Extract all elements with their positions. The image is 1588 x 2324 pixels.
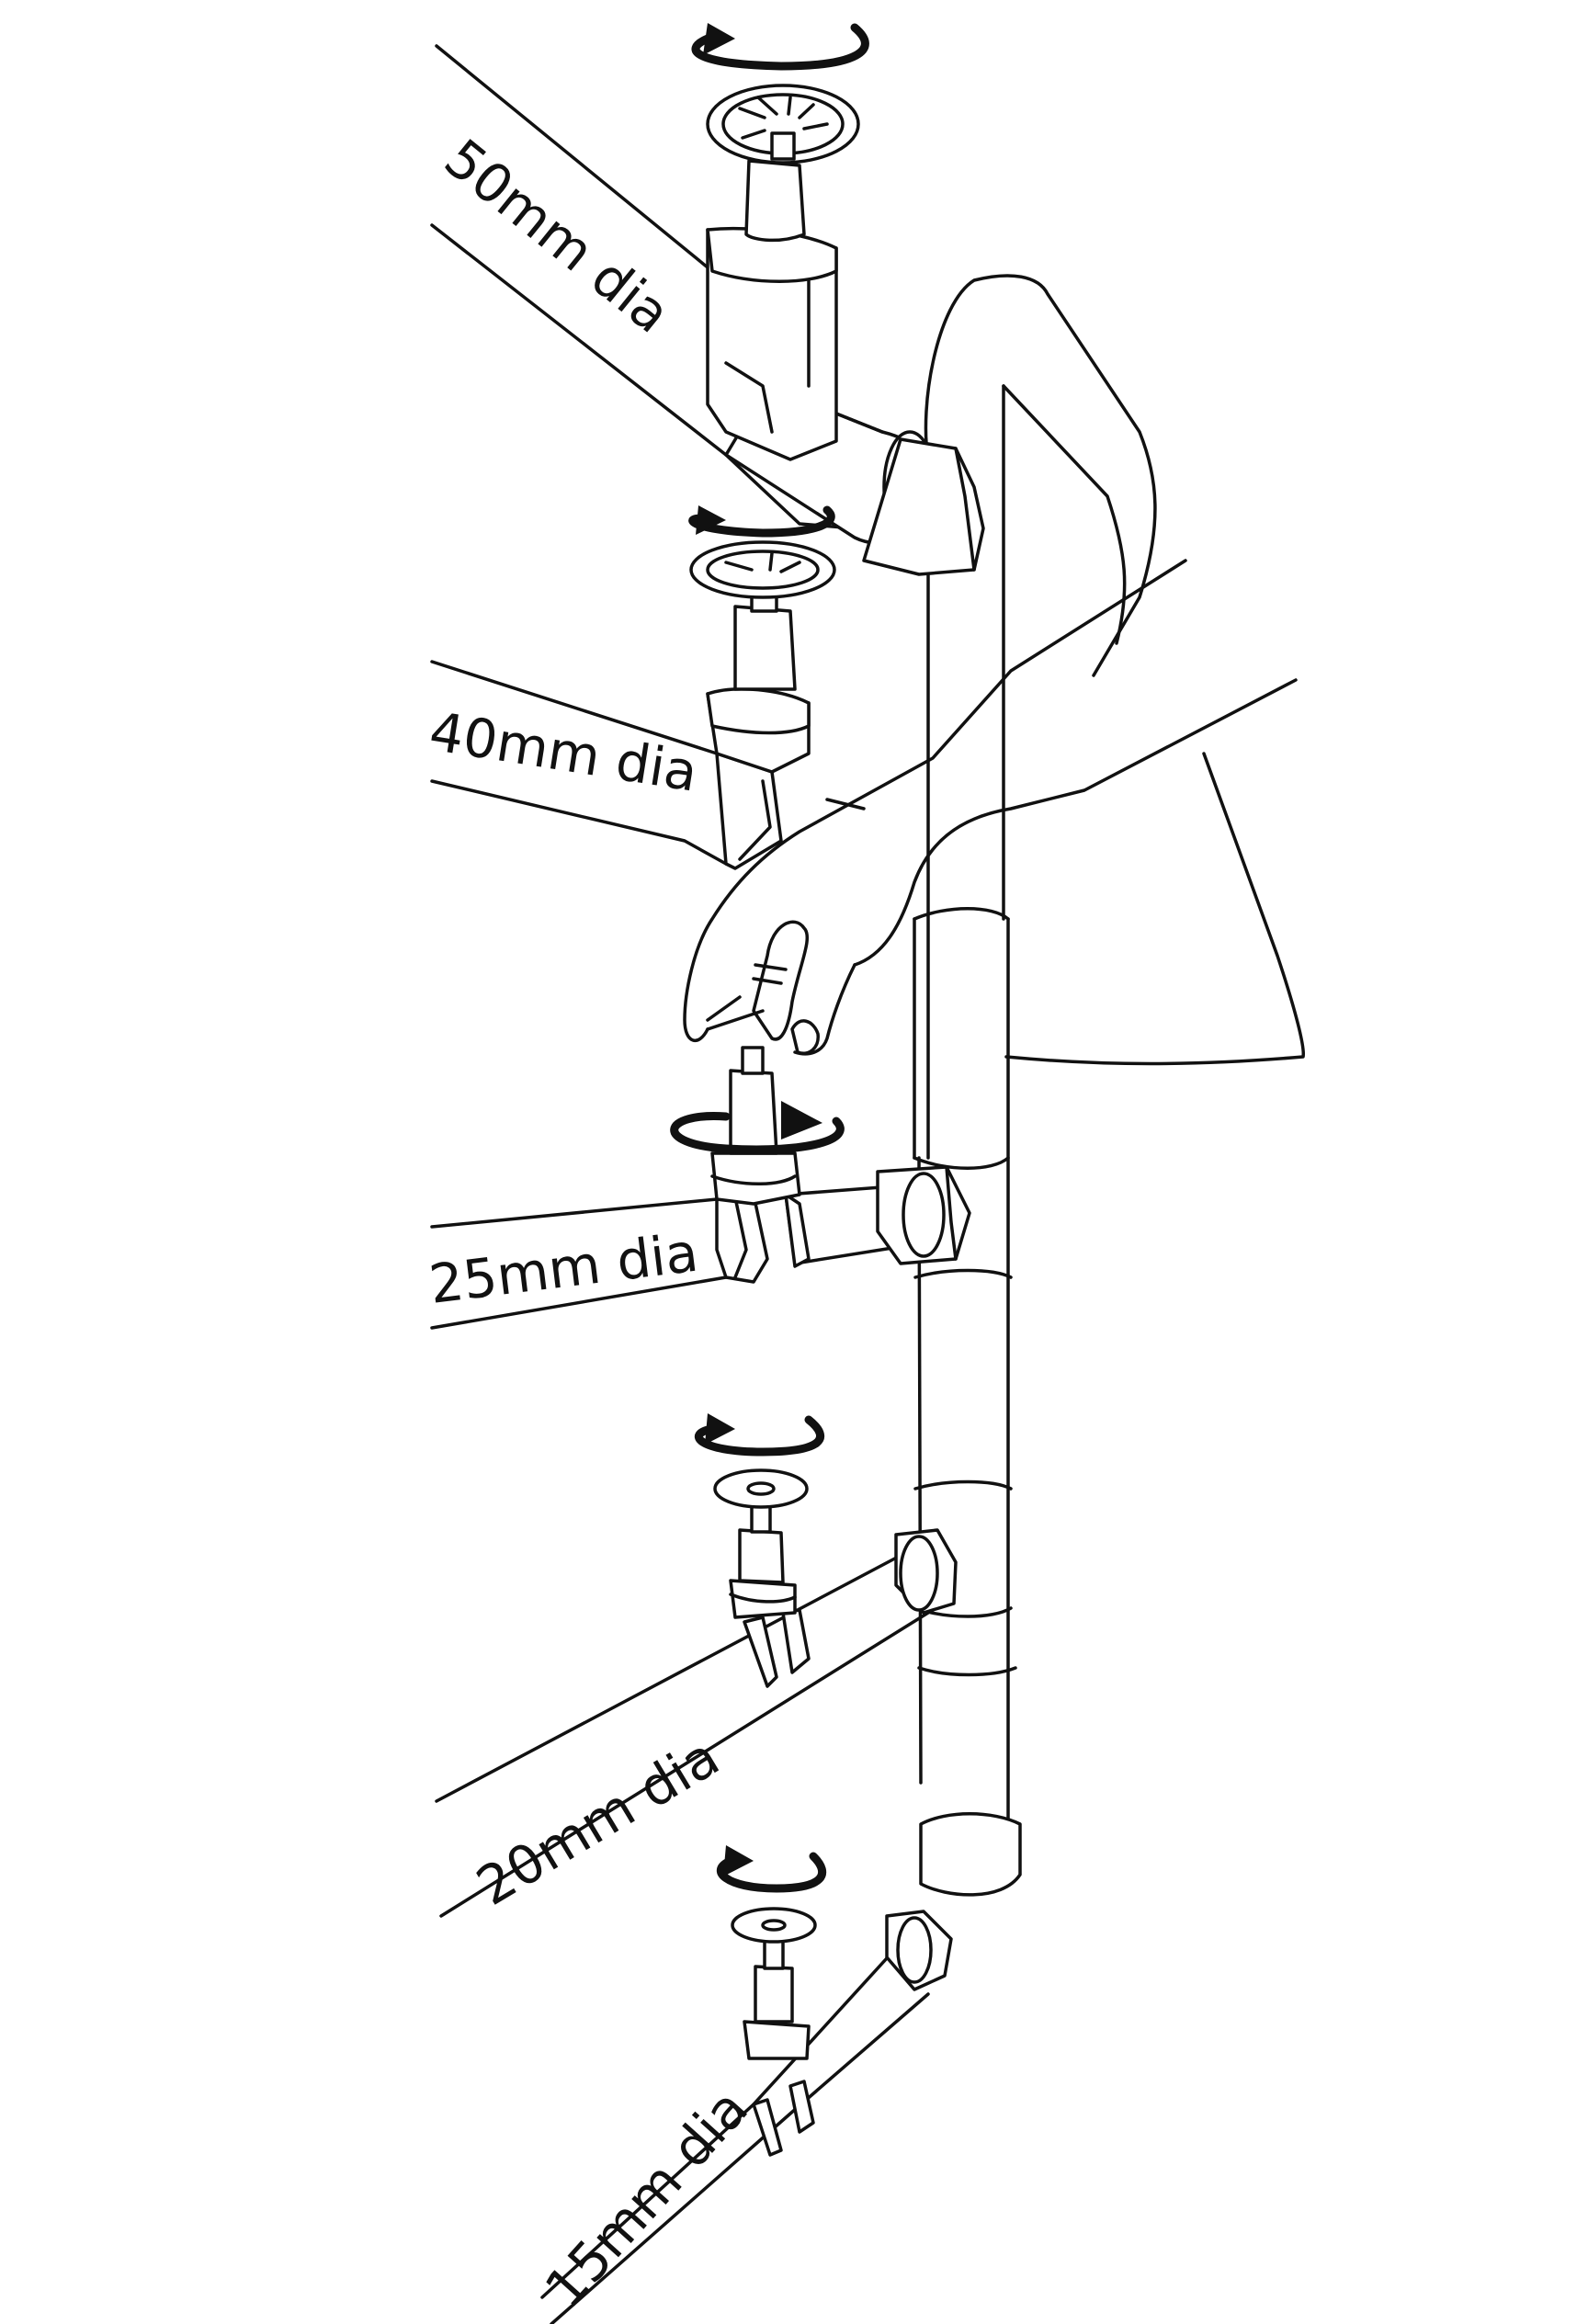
pipe-40mm bbox=[430, 505, 866, 870]
label-50mm: 50mm dia bbox=[433, 127, 682, 346]
pipe-25mm bbox=[430, 1046, 971, 1330]
label-20mm: 20mm dia bbox=[466, 1725, 730, 1918]
label-15mm: 15mm dia bbox=[533, 2078, 760, 2320]
hand-turning-valve bbox=[683, 559, 1298, 1056]
person-torso bbox=[924, 274, 1305, 1066]
pipe-15mm bbox=[540, 1845, 953, 2324]
main-vertical-pipe bbox=[913, 384, 1022, 1897]
label-25mm: 25mm dia bbox=[425, 1221, 701, 1316]
pipe-20mm bbox=[435, 1413, 958, 1918]
pipe-50mm bbox=[430, 23, 985, 576]
